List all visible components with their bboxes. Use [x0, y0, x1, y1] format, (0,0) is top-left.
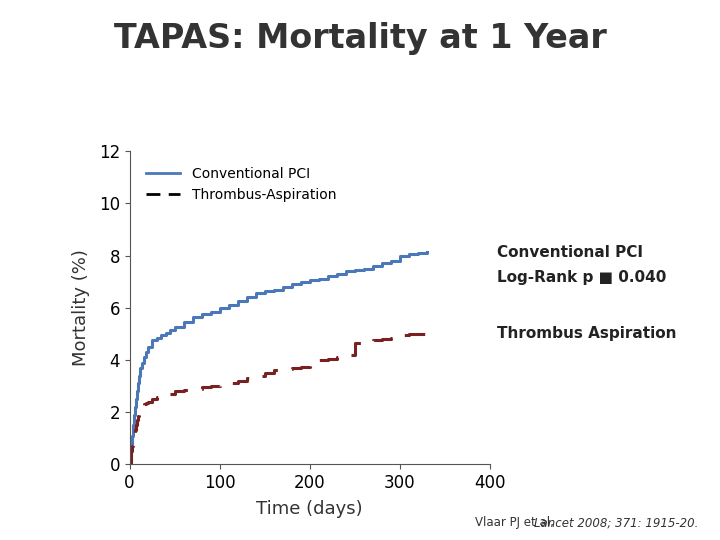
- Text: Lancet 2008; 371: 1915-20.: Lancet 2008; 371: 1915-20.: [534, 516, 698, 529]
- Y-axis label: Mortality (%): Mortality (%): [72, 249, 90, 366]
- Text: Vlaar PJ et al,: Vlaar PJ et al,: [475, 516, 558, 529]
- Text: Thrombus Aspiration: Thrombus Aspiration: [497, 326, 676, 341]
- Text: Conventional PCI: Conventional PCI: [497, 246, 643, 260]
- Legend: Conventional PCI, Thrombus-Aspiration: Conventional PCI, Thrombus-Aspiration: [140, 161, 341, 207]
- Text: Log-Rank p ■ 0.040: Log-Rank p ■ 0.040: [497, 271, 666, 285]
- X-axis label: Time (days): Time (days): [256, 501, 363, 518]
- Text: TAPAS: Mortality at 1 Year: TAPAS: Mortality at 1 Year: [114, 22, 606, 55]
